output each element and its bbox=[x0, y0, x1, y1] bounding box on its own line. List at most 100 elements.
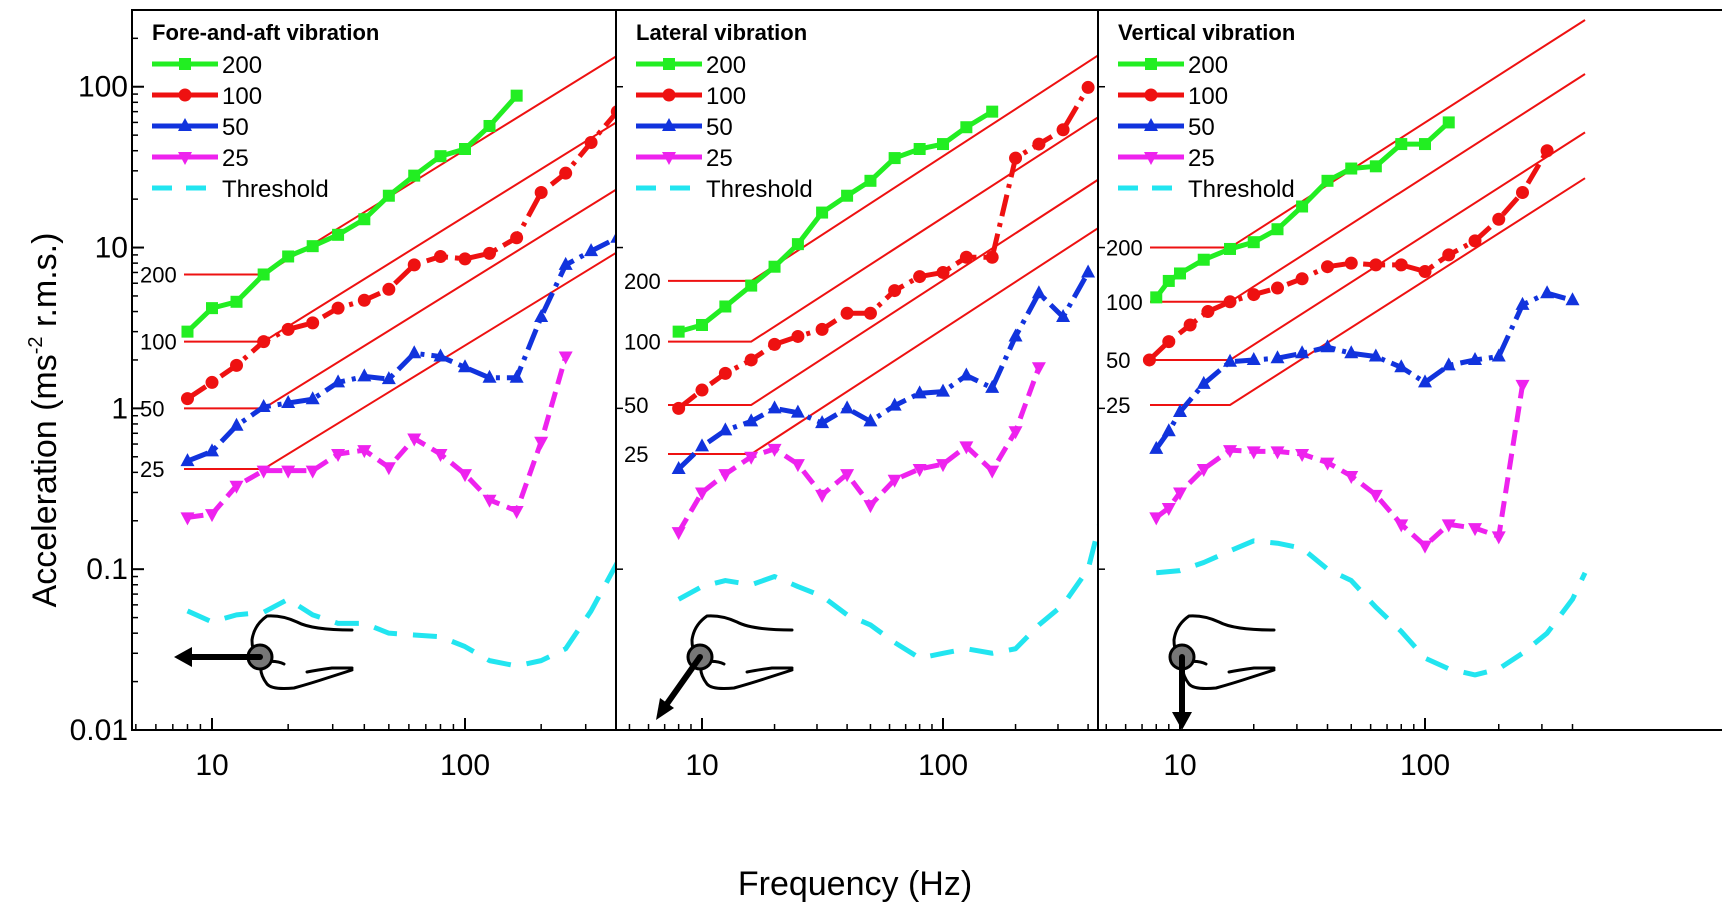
data-point-50 bbox=[1295, 345, 1310, 359]
x-tick-label: 10 bbox=[685, 749, 718, 782]
legend-marker-25 bbox=[178, 152, 192, 165]
data-point-50 bbox=[815, 415, 830, 429]
data-point-200 bbox=[1247, 236, 1260, 249]
data-point-200 bbox=[1271, 223, 1284, 236]
legend-marker-50 bbox=[178, 118, 192, 131]
data-point-25 bbox=[1270, 446, 1285, 460]
data-point-100 bbox=[744, 353, 758, 367]
data-point-200 bbox=[282, 250, 295, 263]
data-point-200 bbox=[1224, 242, 1237, 255]
data-point-50 bbox=[407, 345, 422, 359]
legend-marker-100 bbox=[178, 88, 192, 102]
data-point-25 bbox=[229, 480, 244, 494]
hand-finger bbox=[745, 666, 794, 674]
panel-1 bbox=[180, 55, 616, 669]
legend-label-50: 50 bbox=[706, 114, 733, 141]
data-point-25 bbox=[1246, 446, 1261, 460]
legend-label-25: 25 bbox=[1188, 145, 1215, 172]
data-point-25 bbox=[1173, 487, 1187, 501]
legend-marker-100 bbox=[1144, 88, 1158, 102]
data-point-100 bbox=[791, 329, 805, 343]
y-axis-title-main: Acceleration (ms bbox=[26, 354, 64, 607]
reference-line-200 bbox=[184, 55, 616, 276]
data-point-50 bbox=[718, 422, 733, 436]
x-axis-title: Frequency (Hz) bbox=[738, 865, 972, 903]
data-point-200 bbox=[1197, 253, 1210, 266]
legend-marker-200 bbox=[1145, 58, 1157, 70]
panel-title: Fore-and-aft vibration bbox=[152, 20, 379, 45]
data-point-100 bbox=[559, 166, 573, 180]
data-point-25 bbox=[1515, 379, 1530, 393]
y-tick-label: 0.1 bbox=[86, 553, 128, 586]
series-line-50 bbox=[1154, 290, 1574, 451]
data-point-200 bbox=[1296, 200, 1309, 213]
data-point-200 bbox=[257, 268, 270, 281]
y-tick-label: 10 bbox=[95, 232, 128, 265]
data-point-50 bbox=[959, 367, 974, 381]
data-point-200 bbox=[768, 260, 781, 273]
legend-marker-200 bbox=[663, 58, 675, 70]
legend-label-Threshold: Threshold bbox=[706, 176, 813, 203]
data-point-50 bbox=[1081, 264, 1096, 278]
data-point-25 bbox=[1441, 519, 1456, 533]
legend-label-100: 100 bbox=[1188, 83, 1228, 110]
reference-label-100: 100 bbox=[624, 330, 661, 355]
data-point-200 bbox=[510, 89, 523, 102]
data-point-50 bbox=[1270, 350, 1285, 364]
data-point-100 bbox=[1492, 212, 1506, 226]
data-point-50 bbox=[229, 417, 244, 431]
data-point-50 bbox=[840, 400, 855, 414]
data-point-100 bbox=[1418, 264, 1432, 278]
legend-label-200: 200 bbox=[706, 52, 746, 79]
data-point-25 bbox=[180, 512, 195, 526]
data-point-25 bbox=[1394, 519, 1409, 533]
reference-line-50 bbox=[184, 188, 616, 410]
data-point-50 bbox=[887, 397, 902, 411]
reference-line-25 bbox=[668, 226, 1098, 456]
series-line-25 bbox=[676, 366, 1042, 534]
series-line-25 bbox=[1154, 384, 1525, 549]
series-line-100 bbox=[677, 86, 1091, 411]
legend-label-200: 200 bbox=[222, 52, 262, 79]
data-point-50 bbox=[331, 374, 346, 388]
data-point-100 bbox=[888, 284, 902, 298]
data-point-50 bbox=[1008, 328, 1023, 342]
data-point-50 bbox=[584, 243, 599, 257]
data-point-50 bbox=[534, 308, 549, 322]
data-point-50 bbox=[509, 369, 524, 383]
data-point-100 bbox=[257, 335, 271, 349]
data-point-50 bbox=[558, 256, 573, 270]
reference-line-50 bbox=[668, 178, 1098, 406]
data-point-50 bbox=[695, 438, 709, 452]
series-line-50 bbox=[676, 271, 1091, 471]
data-point-100 bbox=[1009, 151, 1023, 165]
data-point-25 bbox=[205, 509, 219, 523]
legend-label-25: 25 bbox=[222, 145, 249, 172]
reference-label-200: 200 bbox=[1106, 236, 1143, 261]
data-point-200 bbox=[960, 121, 973, 134]
data-point-25 bbox=[1223, 445, 1238, 459]
data-point-200 bbox=[358, 213, 371, 226]
panel-title: Vertical vibration bbox=[1118, 20, 1295, 45]
data-point-50 bbox=[205, 443, 219, 457]
data-point-25 bbox=[281, 465, 296, 479]
y-axis-title-end: r.m.s.) bbox=[26, 233, 64, 337]
data-point-200 bbox=[382, 189, 395, 202]
y-axis-title-sup: -2 bbox=[25, 336, 47, 354]
data-point-50 bbox=[671, 460, 686, 474]
series-line-25 bbox=[187, 355, 569, 520]
data-point-100 bbox=[695, 383, 709, 397]
reference-label-100: 100 bbox=[140, 330, 177, 355]
direction-arrow-head bbox=[656, 698, 674, 720]
data-point-100 bbox=[306, 316, 320, 330]
legend-label-50: 50 bbox=[1188, 114, 1215, 141]
data-point-25 bbox=[936, 459, 950, 473]
data-point-200 bbox=[459, 143, 471, 156]
data-point-50 bbox=[1565, 292, 1580, 306]
data-point-25 bbox=[959, 441, 974, 455]
data-point-25 bbox=[331, 449, 346, 463]
data-point-50 bbox=[281, 394, 296, 408]
data-point-100 bbox=[1344, 256, 1358, 270]
data-point-50 bbox=[1246, 351, 1261, 365]
